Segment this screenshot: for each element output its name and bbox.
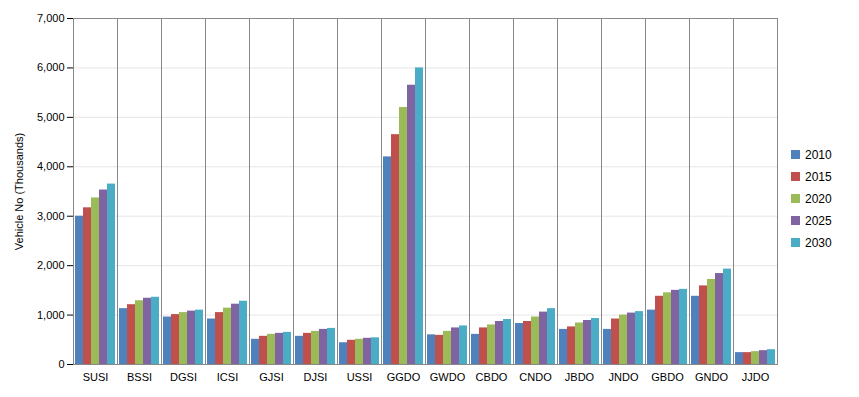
svg-text:USSI: USSI	[347, 371, 373, 383]
html-text:2010: 2010	[805, 147, 832, 162]
svg-text:GJSI: GJSI	[259, 371, 283, 383]
html-text:2015: 2015	[805, 169, 832, 184]
html-text:2020: 2020	[805, 191, 832, 206]
svg-text:ICSI: ICSI	[217, 371, 238, 383]
svg-text:CNDO: CNDO	[519, 371, 552, 383]
svg-text:BSSI: BSSI	[127, 371, 152, 383]
svg-text:0: 0	[58, 358, 64, 370]
svg-text:7,000: 7,000	[37, 12, 65, 24]
svg-text:GGDO: GGDO	[387, 371, 421, 383]
svg-text:1,000: 1,000	[37, 308, 65, 320]
svg-text:6,000: 6,000	[37, 61, 65, 73]
svg-text:CBDO: CBDO	[476, 371, 508, 383]
html-text:2030: 2030	[805, 235, 832, 250]
svg-text:GNDO: GNDO	[695, 371, 728, 383]
svg-text:DGSI: DGSI	[170, 371, 197, 383]
svg-text:GBDO: GBDO	[651, 371, 684, 383]
svg-text:Vehicle No (Thousands): Vehicle No (Thousands)	[13, 132, 25, 249]
svg-text:JNDO: JNDO	[609, 371, 639, 383]
svg-text:2,000: 2,000	[37, 259, 65, 271]
svg-text:SUSI: SUSI	[83, 371, 109, 383]
svg-text:GWDO: GWDO	[430, 371, 466, 383]
svg-text:5,000: 5,000	[37, 110, 65, 122]
svg-text:JBDO: JBDO	[565, 371, 595, 383]
svg-text:JJDO: JJDO	[742, 371, 770, 383]
svg-text:3,000: 3,000	[37, 209, 65, 221]
html-text:2025: 2025	[805, 213, 832, 228]
svg-text:4,000: 4,000	[37, 160, 65, 172]
svg-text:DJSI: DJSI	[304, 371, 328, 383]
